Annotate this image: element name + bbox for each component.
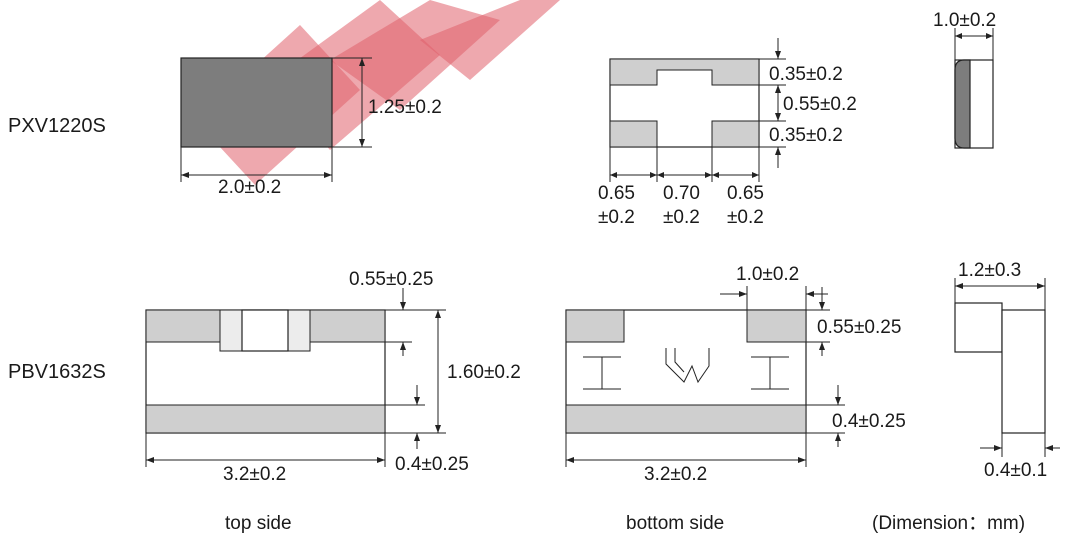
pxv-pad-top-dim: 0.35±0.2 <box>769 64 843 85</box>
pxv-w2-tol: ±0.2 <box>663 207 700 228</box>
varistor-symbol <box>665 348 710 384</box>
pxv-gap-dim: 0.55±0.2 <box>783 94 857 115</box>
pbv-top-center <box>241 309 289 352</box>
pxv-side-dark <box>954 59 971 149</box>
part-name-pbv1632s: PBV1632S <box>8 361 106 383</box>
pxv-w1-value: 0.65 <box>598 183 635 204</box>
pbv-top-tab-left <box>219 309 243 352</box>
part-name-pxv1220s: PXV1220S <box>8 115 106 137</box>
pbv-side-body <box>1001 309 1046 434</box>
pbv-top-terminal-dim: 0.55±0.25 <box>349 269 433 290</box>
pbv-height-dim: 1.2±0.3 <box>958 260 1021 281</box>
pbv-bottom-pad-left <box>565 309 625 343</box>
pbv-side-upper <box>954 302 1003 353</box>
pbv-top-terminal-lower <box>145 404 386 434</box>
pxv-pad-bottom-left <box>609 120 658 148</box>
pbv-bottom-length-dim: 3.2±0.2 <box>644 464 707 485</box>
pxv-width-dim: 1.25±0.2 <box>368 97 442 118</box>
pbv-bottom-view: 1.0±0.2 0.55±0.25 0.4±0.25 3.2±0.2 <box>565 264 906 485</box>
caption-unit: (Dimension：mm) <box>872 513 1025 534</box>
pxv-w1-tol: ±0.2 <box>598 207 635 228</box>
pxv-top-body <box>180 57 333 148</box>
pxv-w3-tol: ±0.2 <box>727 207 764 228</box>
pbv-bottom-pad-right <box>746 309 807 343</box>
pxv-length-dim: 2.0±0.2 <box>218 177 281 198</box>
pxv-top-view: 1.25±0.2 2.0±0.2 <box>180 57 442 198</box>
pxv-height-dim: 1.0±0.2 <box>933 10 996 31</box>
capacitor-symbol-right <box>751 356 789 390</box>
caption-bottom-side: bottom side <box>626 513 724 534</box>
pxv-w3-value: 0.65 <box>727 183 764 204</box>
pxv-side-view: 1.0±0.2 <box>933 10 996 149</box>
pxv-bottom-view: 0.35±0.2 0.55±0.2 0.35±0.2 0.65 ±0.2 0.7… <box>598 38 857 228</box>
pxv-w2-value: 0.70 <box>663 183 700 204</box>
pxv-pad-bottom-dim: 0.35±0.2 <box>769 125 843 146</box>
pbv-side-view: 1.2±0.3 0.4±0.1 <box>954 260 1060 481</box>
pbv-bottom-terminal <box>565 404 807 434</box>
pxv-pad-top <box>609 58 760 86</box>
pbv-width-dim: 1.60±0.2 <box>447 362 521 383</box>
pbv-top-length-dim: 3.2±0.2 <box>223 464 286 485</box>
pxv-pad-bottom-right <box>711 120 760 148</box>
capacitor-symbol-left <box>583 356 621 390</box>
pbv-bottom-terminal-lower-dim: 0.4±0.25 <box>832 411 906 432</box>
pbv-top-bottom-terminal-dim: 0.4±0.25 <box>395 454 469 475</box>
caption-top-side: top side <box>225 513 292 534</box>
pbv-bottom-pad-width-dim: 1.0±0.2 <box>736 264 799 285</box>
pbv-top-view: 0.55±0.25 1.60±0.2 0.4±0.25 3.2±0.2 <box>145 269 521 485</box>
pbv-bottom-terminal-upper-dim: 0.55±0.25 <box>817 317 901 338</box>
pbv-side-terminal-dim: 0.4±0.1 <box>984 460 1047 481</box>
pbv-top-tab-right <box>287 309 311 352</box>
